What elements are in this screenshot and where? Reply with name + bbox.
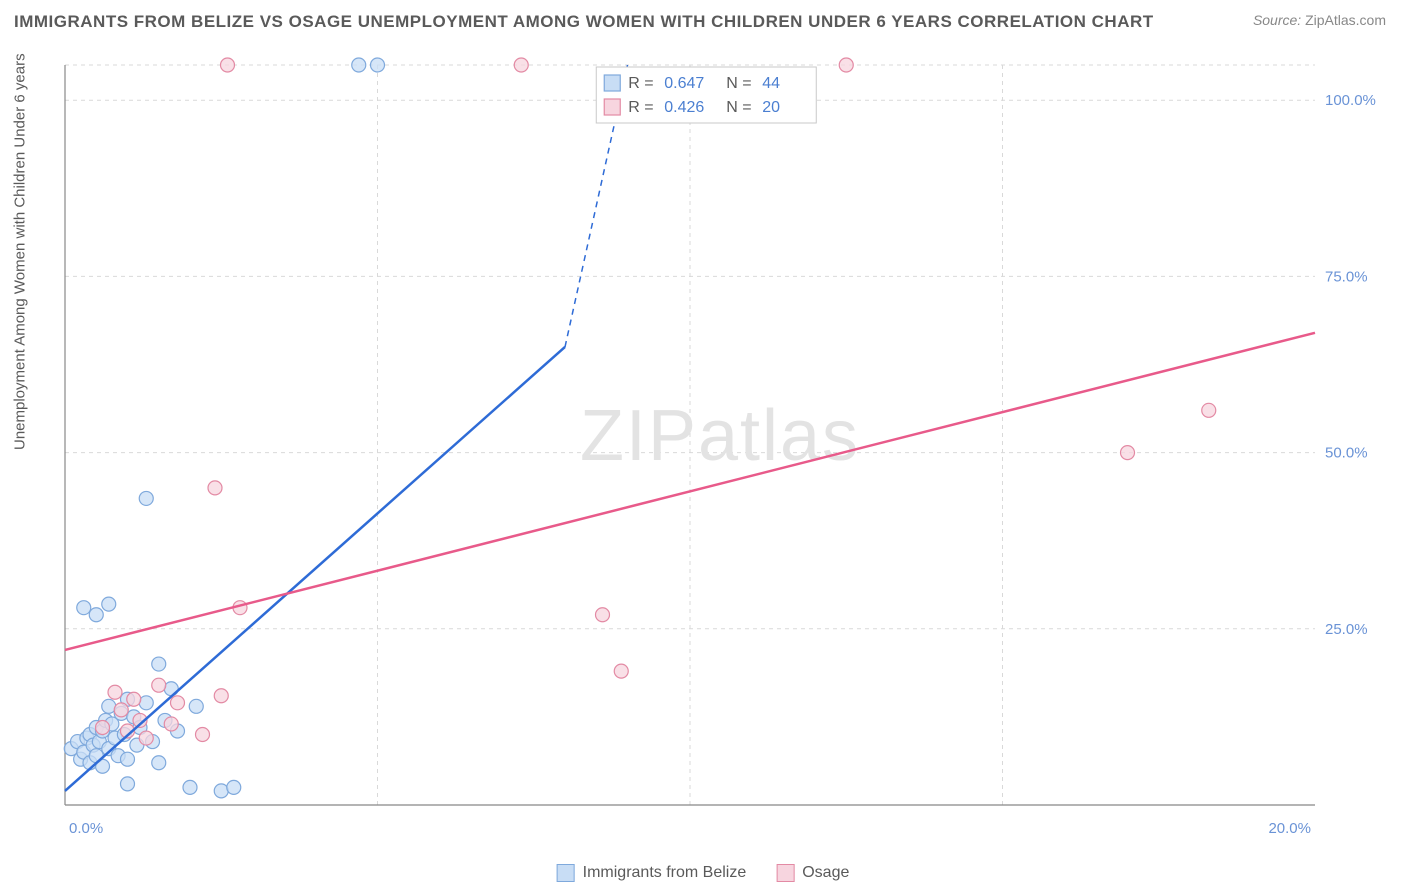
- source-attribution: Source: ZipAtlas.com: [1253, 12, 1386, 28]
- source-value: ZipAtlas.com: [1305, 12, 1386, 28]
- legend-label-a: Immigrants from Belize: [583, 864, 747, 882]
- svg-text:ZIPatlas: ZIPatlas: [580, 396, 860, 476]
- svg-text:20: 20: [762, 99, 780, 116]
- legend-bottom: Immigrants from Belize Osage: [557, 864, 850, 882]
- legend-label-b: Osage: [802, 864, 849, 882]
- svg-text:N =: N =: [726, 99, 751, 116]
- legend-item-b: Osage: [776, 864, 849, 882]
- svg-text:50.0%: 50.0%: [1325, 445, 1368, 462]
- svg-text:R =: R =: [628, 99, 653, 116]
- svg-text:R =: R =: [628, 75, 653, 92]
- chart-title: IMMIGRANTS FROM BELIZE VS OSAGE UNEMPLOY…: [14, 12, 1154, 32]
- source-label: Source:: [1253, 12, 1301, 28]
- y-axis-label: Unemployment Among Women with Children U…: [12, 53, 29, 450]
- svg-text:100.0%: 100.0%: [1325, 92, 1376, 109]
- svg-text:N =: N =: [726, 75, 751, 92]
- correlation-scatter-plot: 25.0% 50.0% 75.0% 100.0% 0.0% 20.0% ZIPatlas R …: [55, 55, 1385, 845]
- svg-text:0.0%: 0.0%: [69, 820, 103, 837]
- legend-swatch-a: [557, 864, 575, 882]
- svg-text:44: 44: [762, 75, 780, 92]
- svg-text:20.0%: 20.0%: [1268, 820, 1311, 837]
- svg-text:75.0%: 75.0%: [1325, 268, 1368, 285]
- svg-text:25.0%: 25.0%: [1325, 621, 1368, 638]
- svg-text:0.647: 0.647: [664, 75, 704, 92]
- legend-item-a: Immigrants from Belize: [557, 864, 747, 882]
- legend-swatch-b: [776, 864, 794, 882]
- svg-text:0.426: 0.426: [664, 99, 704, 116]
